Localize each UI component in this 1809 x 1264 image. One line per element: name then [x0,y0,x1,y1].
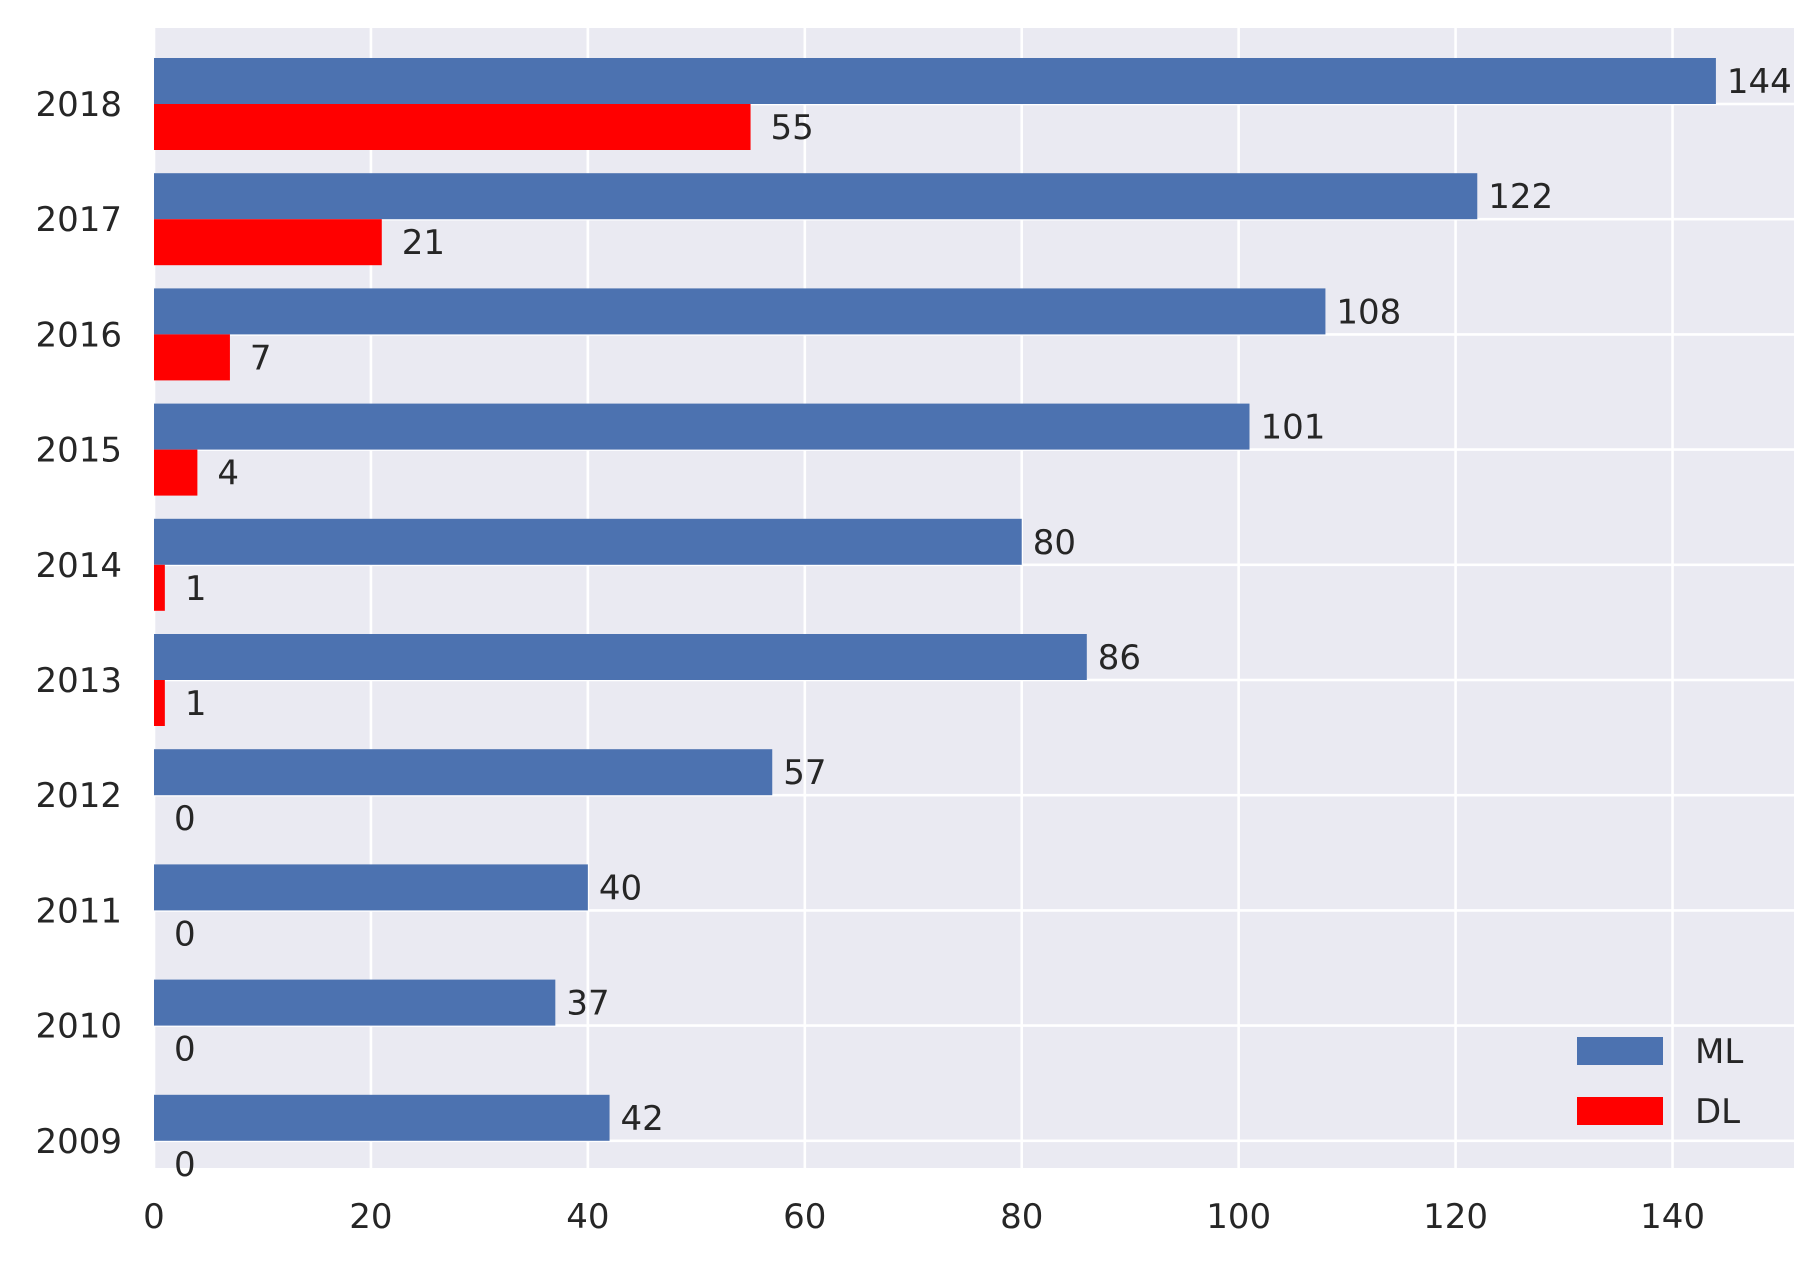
x-tick-label: 60 [783,1197,826,1237]
data-label-ml-2009: 42 [621,1099,664,1139]
legend-label-dl: DL [1695,1092,1740,1132]
y-tick-label: 2016 [35,315,122,355]
y-tick-label: 2009 [35,1122,122,1162]
data-label-dl-2012: 0 [174,799,196,839]
data-label-dl-2016: 7 [250,338,272,378]
bar-ml-2015 [154,403,1250,450]
data-label-dl-2014: 1 [185,569,207,609]
bar-ml-2018 [154,58,1716,104]
x-tick-label: 0 [143,1197,165,1237]
data-label-ml-2018: 144 [1727,62,1792,102]
legend-swatch-dl [1577,1097,1663,1125]
bar-dl-2018 [154,104,751,150]
x-tick-label: 100 [1206,1197,1271,1237]
data-label-ml-2014: 80 [1033,523,1076,563]
x-tick-label: 20 [349,1197,392,1237]
data-label-dl-2011: 0 [174,914,196,954]
y-tick-label: 2014 [35,546,122,586]
x-tick-label: 120 [1423,1197,1488,1237]
bar-dl-2013 [154,680,165,726]
data-label-dl-2018: 55 [771,108,814,148]
bar-dl-2014 [154,564,165,611]
data-label-dl-2013: 1 [185,684,207,724]
data-labels: 42 0 37 0 40 0 57 0 86 1 80 1 101 4 108 7 122 21 144 55 [174,62,1792,1185]
data-label-dl-2010: 0 [174,1030,196,1070]
data-label-ml-2012: 57 [783,753,826,793]
bar-ml-2010 [154,979,556,1026]
data-label-ml-2015: 101 [1261,408,1326,448]
bars [154,58,1716,1141]
bar-ml-2011 [154,864,588,911]
bar-ml-2014 [154,518,1022,565]
bar-ml-2012 [154,749,773,796]
y-tick-label: 2012 [35,776,122,816]
legend: ML DL [1577,1032,1743,1132]
bar-dl-2016 [154,334,230,381]
legend-label-ml: ML [1695,1032,1743,1072]
data-label-dl-2009: 0 [174,1145,196,1185]
bar-ml-2017 [154,173,1478,220]
y-tick-label: 2010 [35,1007,122,1047]
data-label-dl-2017: 21 [402,223,445,263]
y-tick-label: 2013 [35,661,122,701]
x-tick-labels: 0 20 40 60 80 100 120 140 [143,1197,1705,1237]
bar-dl-2017 [154,219,382,266]
bar-ml-2016 [154,288,1326,335]
y-tick-label: 2015 [35,431,122,471]
y-tick-label: 2018 [35,85,122,125]
data-label-dl-2015: 4 [217,454,239,494]
x-tick-label: 40 [566,1197,609,1237]
y-tick-label: 2011 [35,891,122,931]
y-tick-label: 2017 [35,200,122,240]
y-tick-labels: 2009 2010 2011 2012 2013 2014 2015 2016 2017 2018 [35,85,122,1162]
data-label-ml-2017: 122 [1488,177,1553,217]
data-label-ml-2010: 37 [566,984,609,1024]
data-label-ml-2013: 86 [1098,638,1141,678]
data-label-ml-2016: 108 [1336,292,1401,332]
legend-swatch-ml [1577,1037,1663,1065]
x-tick-label: 80 [1000,1197,1043,1237]
data-label-ml-2011: 40 [599,868,642,908]
bar-ml-2009 [154,1094,610,1141]
bar-dl-2015 [154,449,198,496]
bar-ml-2013 [154,634,1087,680]
x-tick-label: 140 [1640,1197,1705,1237]
